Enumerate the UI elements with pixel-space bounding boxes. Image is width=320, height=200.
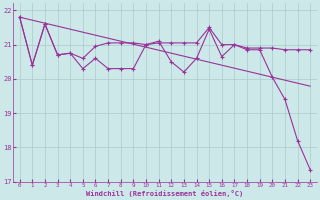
X-axis label: Windchill (Refroidissement éolien,°C): Windchill (Refroidissement éolien,°C) [86, 190, 244, 197]
